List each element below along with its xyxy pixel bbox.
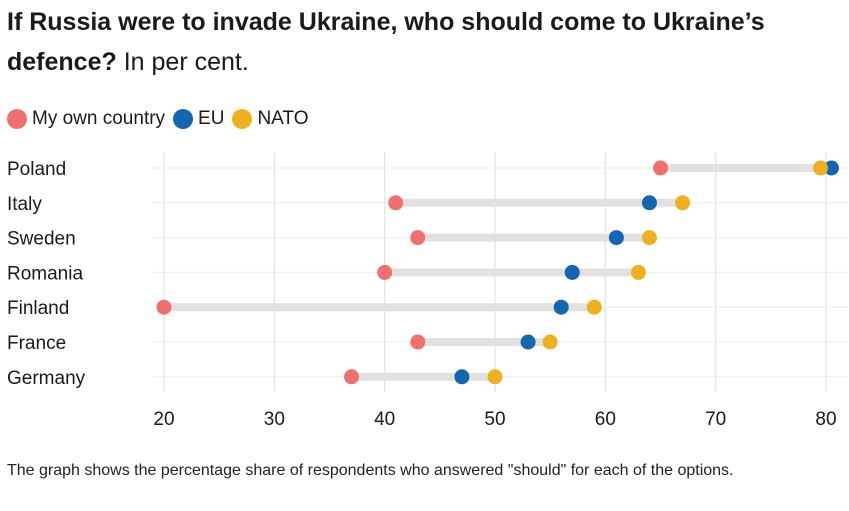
legend-dot-eu <box>173 109 194 129</box>
legend-label-nato: NATO <box>257 108 309 129</box>
legend-dot-nato <box>232 109 253 129</box>
x-tick-label-80: 80 <box>815 409 836 430</box>
x-tick-label-50: 50 <box>484 409 505 430</box>
chart-title: If Russia were to invade Ukraine, who sh… <box>7 2 843 82</box>
x-tick-label-20: 20 <box>153 409 174 430</box>
dot-poland-nato <box>812 160 828 176</box>
x-tick-label-70: 70 <box>705 409 726 430</box>
category-label-germany: Germany <box>7 368 86 389</box>
chart-note: The graph shows the percentage share of … <box>7 462 734 479</box>
dot-poland-my-own-country <box>653 160 668 176</box>
x-tick-label-40: 40 <box>374 409 395 430</box>
dot-finland-my-own-country <box>156 299 172 315</box>
dot-finland-eu <box>553 299 569 315</box>
dot-france-nato <box>542 334 558 350</box>
legend-item-nato: NATO <box>232 108 308 130</box>
dot-finland-nato <box>586 299 602 315</box>
legend-label-eu: EU <box>198 108 225 129</box>
dot-germany-eu <box>454 369 470 385</box>
x-tick-label-60: 60 <box>595 409 616 430</box>
dot-poland-eu <box>824 160 840 176</box>
dot-germany-my-own-country <box>344 369 360 385</box>
dot-france-eu <box>520 334 536 350</box>
dot-italy-my-own-country <box>388 195 404 211</box>
legend-item-own-country: My own country <box>7 108 165 130</box>
dot-romania-eu <box>564 264 580 280</box>
category-label-finland: Finland <box>7 298 69 319</box>
category-label-italy: Italy <box>7 194 42 215</box>
chart-legend: My own country EU NATO <box>7 106 316 132</box>
legend-label-own-country: My own country <box>32 108 166 129</box>
dot-italy-eu <box>641 195 657 211</box>
dot-range-chart: 20 30 40 50 60 70 80 Poland Italy Sweden Romania Fi… <box>7 152 848 430</box>
dot-france-my-own-country <box>410 334 426 350</box>
dot-sweden-my-own-country <box>410 230 426 246</box>
dot-romania-my-own-country <box>377 264 393 280</box>
dot-sweden-eu <box>608 230 624 246</box>
category-label-romania: Romania <box>7 263 83 284</box>
x-tick-label-30: 30 <box>264 409 285 430</box>
dot-romania-nato <box>630 264 646 280</box>
dot-germany-nato <box>487 369 503 385</box>
legend-item-eu: EU <box>173 108 224 130</box>
dot-sweden-nato <box>641 230 657 246</box>
dot-italy-nato <box>675 195 691 211</box>
category-label-sweden: Sweden <box>7 229 76 250</box>
chart-subtitle: In per cent. <box>123 48 249 76</box>
category-label-france: France <box>7 333 66 354</box>
chart-title-bold: If Russia were to invade Ukraine, who sh… <box>7 8 765 76</box>
legend-dot-own-country <box>7 109 27 129</box>
category-label-poland: Poland <box>7 159 66 180</box>
